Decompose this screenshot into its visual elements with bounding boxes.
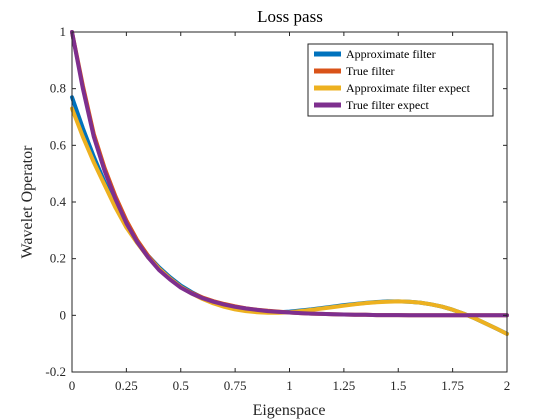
x-tick-label: 0.25 <box>115 378 138 393</box>
y-tick-label: 0.2 <box>50 251 66 266</box>
y-tick-label: 0.8 <box>50 81 66 96</box>
legend-label: Approximate filter <box>346 47 436 61</box>
series-line-3 <box>70 106 509 336</box>
x-tick-label: 1.25 <box>333 378 356 393</box>
y-axis: -0.2 0 0.2 0.4 0.6 0.8 1 <box>45 24 507 379</box>
y-tick-label: 0 <box>60 307 67 322</box>
x-tick-label: 0 <box>69 378 76 393</box>
x-axis-label: Eigenspace <box>253 402 326 419</box>
y-tick-label: -0.2 <box>45 364 66 379</box>
legend-label: True filter expect <box>346 98 430 112</box>
y-tick-label: 0.4 <box>50 194 67 209</box>
series-line-4 <box>70 30 509 318</box>
x-tick-label: 0.75 <box>224 378 247 393</box>
plot-area <box>70 30 509 336</box>
y-tick-label: 0.6 <box>50 137 67 152</box>
y-axis-label: Wavelet Operator <box>19 145 36 259</box>
legend-label: Approximate filter expect <box>346 81 471 95</box>
x-tick-label: 0.5 <box>173 378 189 393</box>
chart-title: Loss pass <box>257 7 323 26</box>
x-tick-label: 1.5 <box>390 378 406 393</box>
x-tick-label: 1 <box>286 378 293 393</box>
x-tick-label: 1.75 <box>441 378 464 393</box>
legend: Approximate filter True filter Approximate… <box>307 43 494 117</box>
legend-label: True filter <box>346 64 395 78</box>
series-line-1 <box>70 95 509 336</box>
y-tick-label: 1 <box>60 24 67 39</box>
x-tick-label: 2 <box>504 378 511 393</box>
x-axis: 0 0.25 0.5 0.75 1 1.25 1.5 1.75 2 <box>69 32 511 393</box>
